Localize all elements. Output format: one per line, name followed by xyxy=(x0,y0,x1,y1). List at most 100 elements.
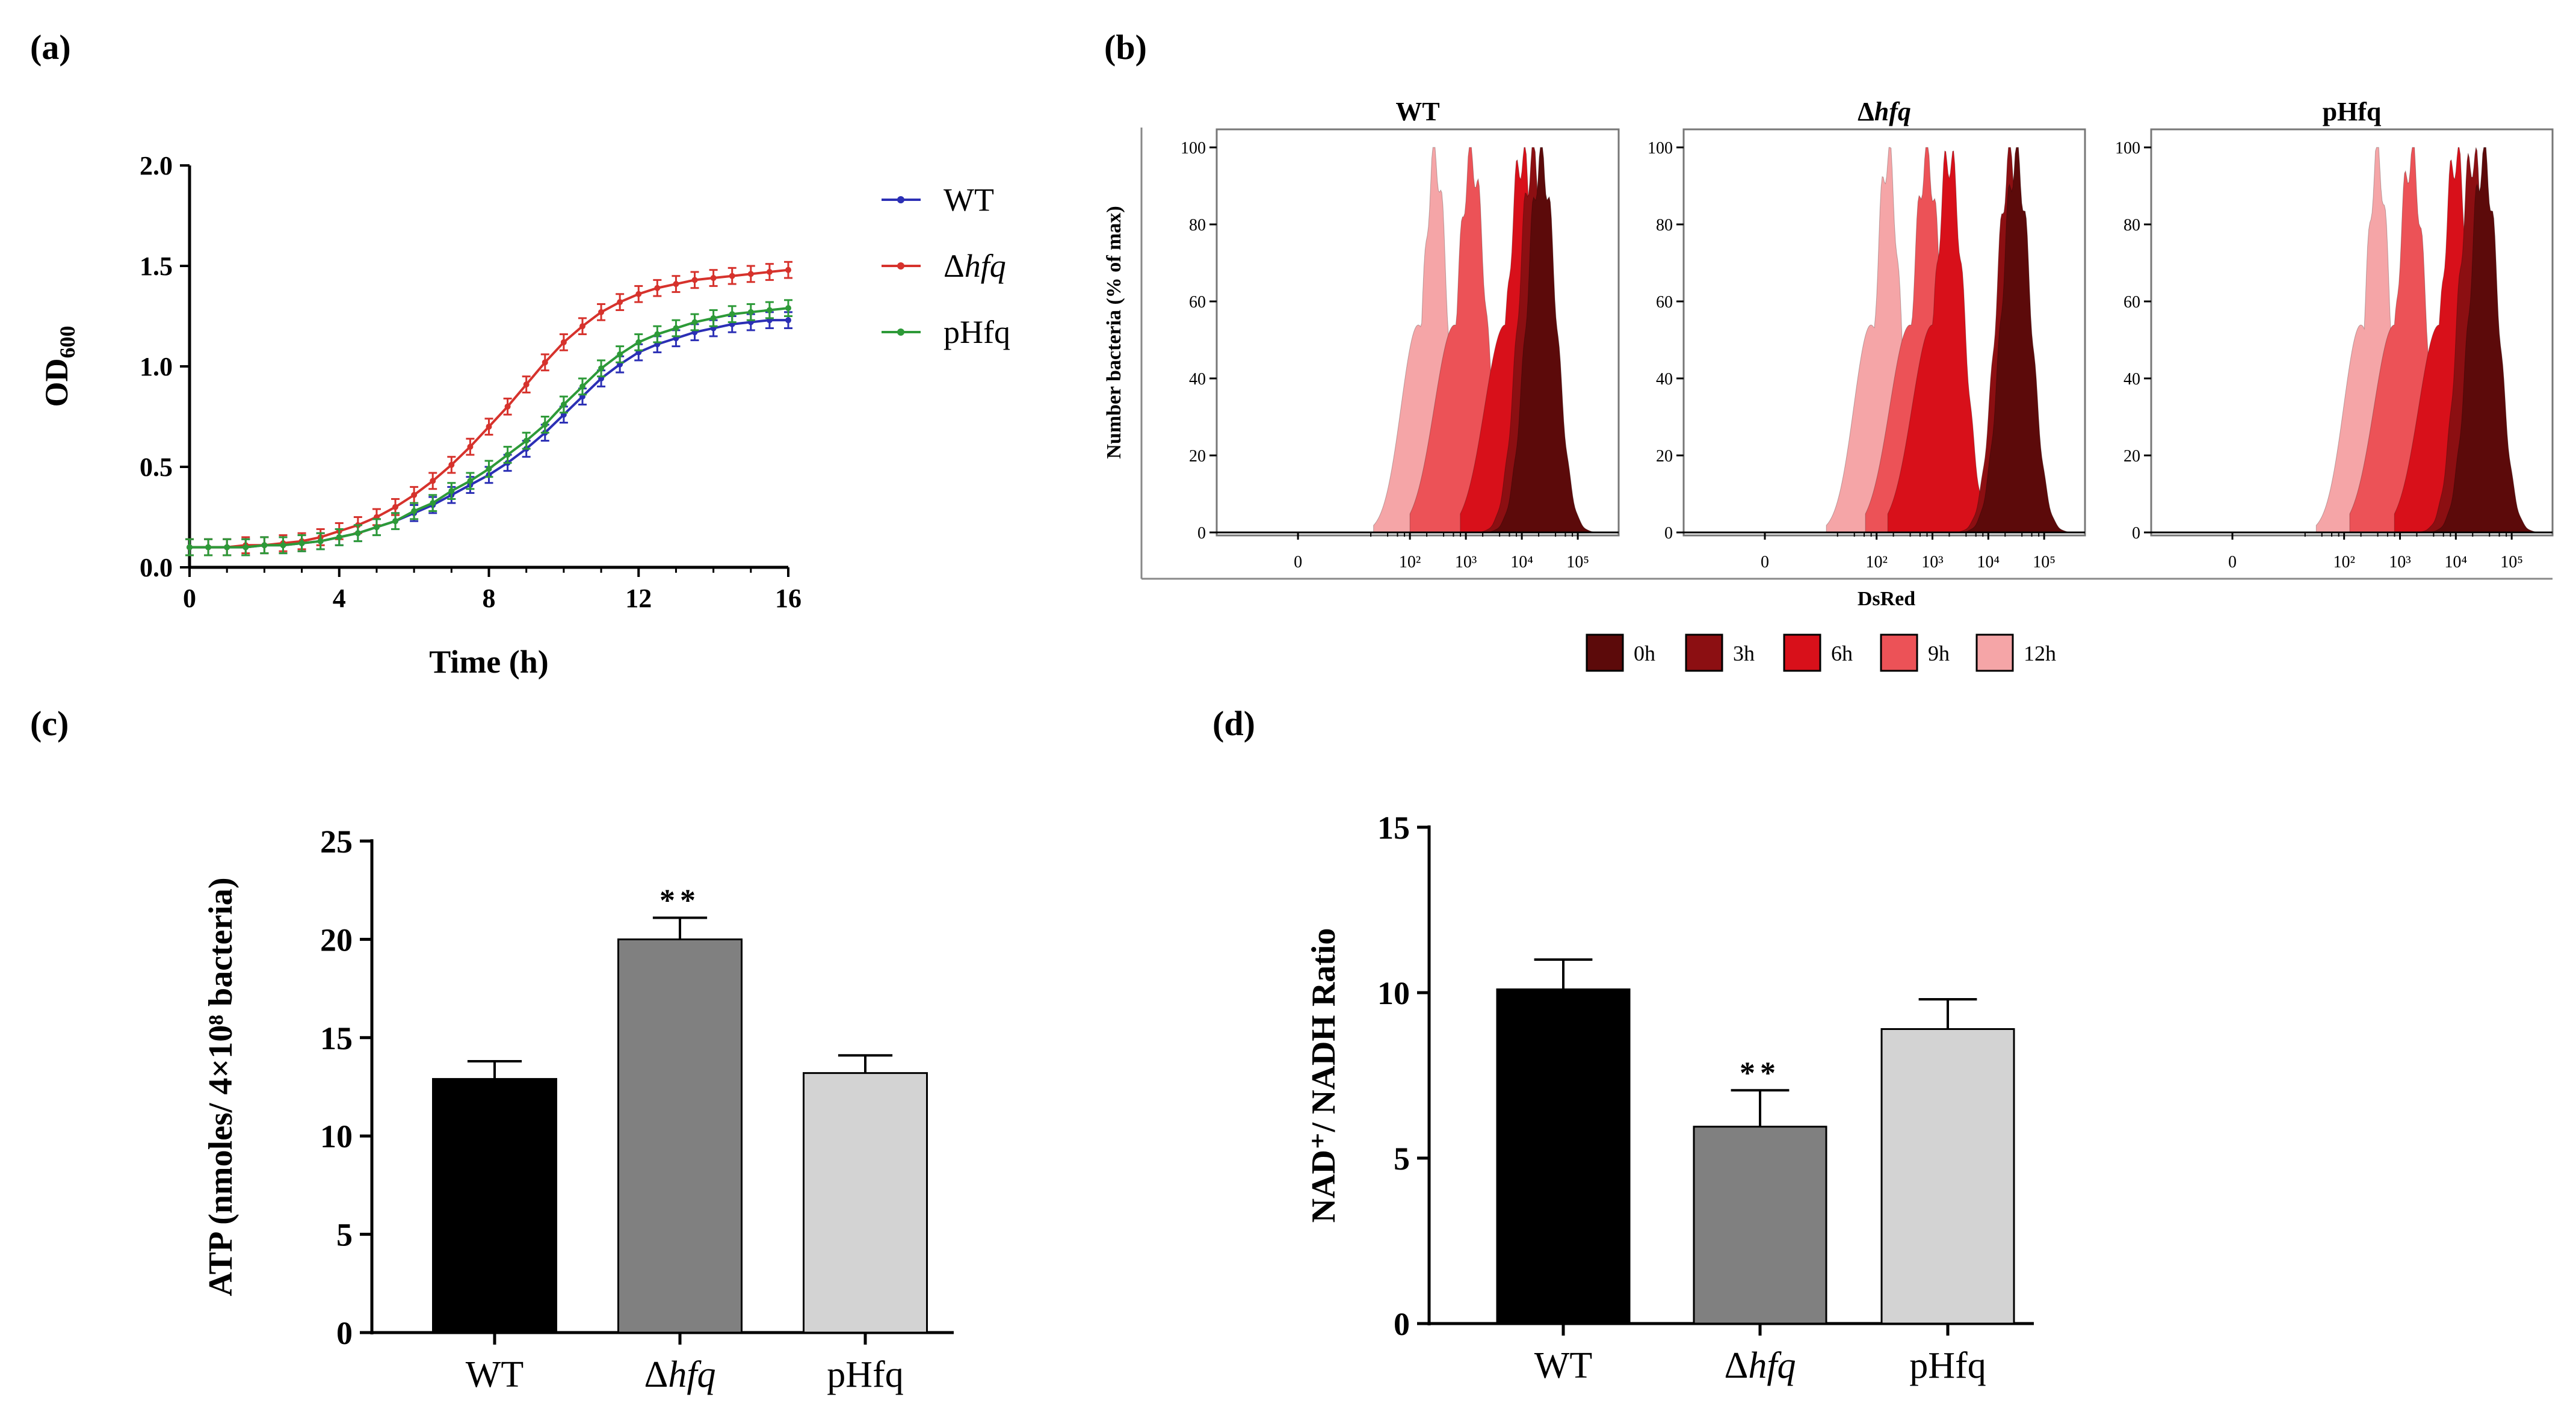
data-point xyxy=(523,437,530,444)
data-point xyxy=(430,500,436,507)
y-tick-label: 20 xyxy=(1189,447,1206,466)
data-point xyxy=(747,309,754,315)
significance-label: ** xyxy=(1740,1056,1781,1090)
histogram-0h xyxy=(1479,147,1604,533)
bar-0 xyxy=(432,1077,557,1334)
panel-title-delta: Δ xyxy=(1858,97,1874,126)
x-category-label-italic: hfq xyxy=(668,1354,715,1395)
data-point xyxy=(486,424,492,430)
y-tick-label: 10 xyxy=(1377,975,1410,1011)
y-axis-title-sub: 600 xyxy=(55,326,79,359)
legend-swatch-0h xyxy=(1586,634,1624,672)
x-category-label: pHfq xyxy=(1909,1345,1986,1386)
histogram-panel-1: Δhfq 0 20 40 60 80 100 0 10² 10³ 10⁴ 10⁵ xyxy=(1648,97,2086,572)
x-category-label: WT xyxy=(1534,1345,1592,1386)
y-tick-label: 0.0 xyxy=(140,553,173,582)
data-point xyxy=(560,339,567,345)
data-point xyxy=(729,311,735,318)
data-point xyxy=(635,339,642,345)
y-tick-label: 80 xyxy=(2124,216,2140,235)
y-tick-label: 60 xyxy=(1656,293,1673,312)
series-line-1 xyxy=(190,268,789,549)
data-point xyxy=(766,269,773,276)
x-tick-label: 10⁴ xyxy=(1977,553,2000,572)
bar-2 xyxy=(1880,1028,2015,1325)
x-axis-title: DsRed xyxy=(1858,588,1915,610)
x-tick-label: 10⁵ xyxy=(1566,553,1589,572)
growth-curve-chart: 0.0 0.5 1.0 1.5 2.0 0 4 8 12 16 Time (h) OD600 WT Δhf… xyxy=(39,151,1010,680)
y-tick-label: 0 xyxy=(2132,524,2140,543)
x-category-label-delta: Δ xyxy=(1724,1345,1748,1386)
data-point xyxy=(598,309,605,315)
panel-frame xyxy=(1682,128,2086,537)
data-point xyxy=(205,544,212,550)
y-axis-title: ATP (nmoles/ 4×10⁸ bacteria) xyxy=(202,877,239,1296)
data-point xyxy=(317,538,324,544)
legend-label-delta: Δ xyxy=(944,248,965,284)
y-tick-label: 0 xyxy=(1394,1306,1410,1342)
histogram-panel-0: WT 0 20 40 60 80 100 0 10² 10³ 10⁴ 10⁵ xyxy=(1181,97,1620,572)
data-point xyxy=(673,325,679,331)
data-point xyxy=(542,359,548,366)
nad-ratio-bar-chart: 0 5 10 15 WT Δhfq ** pHfq NAD⁺/ NADH Ratio xyxy=(1305,810,2034,1386)
data-point xyxy=(242,544,249,550)
legend-label: pHfq xyxy=(944,314,1010,350)
data-point xyxy=(673,281,679,288)
x-category-label-delta: Δ xyxy=(644,1354,668,1395)
y-tick-label: 10 xyxy=(320,1118,353,1155)
y-tick-label: 20 xyxy=(2124,447,2140,466)
data-point xyxy=(298,540,305,546)
data-point xyxy=(411,508,418,514)
panel-frame xyxy=(2150,128,2554,537)
legend-marker xyxy=(897,196,904,203)
data-point xyxy=(766,307,773,313)
data-point xyxy=(430,478,436,484)
histogram-0h xyxy=(1954,147,2078,533)
x-tick-label: 0 xyxy=(183,584,196,613)
y-tick-label: 0 xyxy=(1664,524,1673,543)
data-point xyxy=(617,351,623,357)
y-axis-title-main: OD xyxy=(39,359,75,407)
panel-title: WT xyxy=(1395,97,1439,126)
y-tick-label: 1.5 xyxy=(140,251,173,281)
y-tick-label: 80 xyxy=(1189,216,1206,235)
y-axis-title: OD600 xyxy=(39,326,79,407)
legend-swatch-12h xyxy=(1975,634,2014,672)
data-point xyxy=(486,466,492,472)
y-tick-label: 60 xyxy=(1189,293,1206,312)
data-point xyxy=(785,317,791,324)
x-tick-label: 10³ xyxy=(2389,553,2411,572)
legend-label: 6h xyxy=(1831,641,1853,665)
y-tick-label: 40 xyxy=(1656,370,1673,389)
data-point xyxy=(710,315,717,321)
y-tick-label: 100 xyxy=(1181,139,1206,158)
y-tick-label: 40 xyxy=(2124,370,2140,389)
data-point xyxy=(373,524,380,531)
y-tick-label: 0 xyxy=(336,1315,353,1351)
x-tick-label: 12 xyxy=(625,584,652,613)
data-point xyxy=(467,443,474,450)
legend-label: 3h xyxy=(1733,641,1755,665)
legend-marker xyxy=(897,262,904,270)
data-point xyxy=(560,401,567,408)
y-tick-label: 2.0 xyxy=(140,151,173,180)
y-tick-label: 0 xyxy=(1197,524,1206,543)
y-tick-label: 5 xyxy=(336,1217,353,1253)
bar-2 xyxy=(803,1072,928,1334)
histogram-0h xyxy=(2422,147,2546,533)
data-point xyxy=(710,275,717,282)
data-point xyxy=(579,323,585,330)
x-tick-label: 10³ xyxy=(1921,553,1943,572)
x-tick-label: 10⁴ xyxy=(2444,553,2467,572)
data-point xyxy=(448,461,455,468)
x-category-label-italic: hfq xyxy=(1748,1345,1796,1386)
panel-title: Δhfq xyxy=(1858,97,1911,126)
flow-cytometry-chart: Number bacteria (% of max) WT 0 20 40 60 80 100… xyxy=(1103,97,2554,672)
data-point xyxy=(785,305,791,312)
panel-label-a: (a) xyxy=(30,28,71,67)
data-point xyxy=(187,544,193,550)
data-point xyxy=(467,478,474,484)
x-tick-label: 10⁵ xyxy=(2500,553,2523,572)
data-point xyxy=(654,331,661,338)
data-point xyxy=(598,365,605,372)
